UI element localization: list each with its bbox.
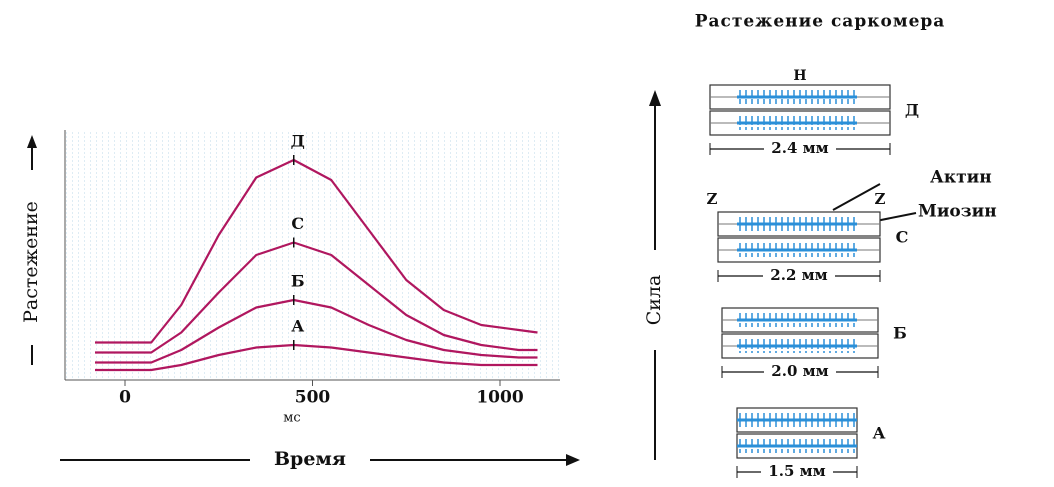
z-label: Z: [707, 190, 718, 208]
dimension-bg: [761, 463, 833, 481]
pointer: [832, 183, 881, 211]
force-label: Сила: [643, 275, 665, 326]
curve: [95, 158, 538, 344]
sarcomere-length: 1.5 мм: [768, 462, 825, 480]
x-unit: мс: [283, 411, 300, 426]
dimension-bg: [764, 363, 836, 381]
curve-label: А: [291, 317, 304, 336]
sarcomere-label: А: [872, 424, 885, 443]
y-label: Растежение: [20, 201, 42, 323]
sarcomere-label: С: [896, 228, 909, 247]
sarcomere-length: 2.4 мм: [771, 139, 828, 157]
arrowhead: [27, 135, 37, 148]
sarcomere-length: 2.0 мм: [771, 362, 828, 380]
plot-background: [65, 130, 560, 380]
x-tick-label: 1000: [476, 388, 523, 408]
x-label: Время: [274, 448, 346, 470]
dimension-bg: [763, 267, 835, 285]
curve-label: Д: [291, 132, 305, 151]
curve: [95, 343, 538, 372]
sarcomere-length: 2.2 мм: [770, 266, 827, 284]
sarcomere-label: Д: [905, 101, 919, 120]
diagram-title: Растежение саркомера: [695, 12, 946, 32]
curve-label: С: [291, 214, 304, 233]
x-tick-label: 0: [119, 388, 131, 408]
h-label: H: [793, 68, 806, 84]
z-label: Z: [875, 190, 886, 208]
curve-label: Б: [291, 272, 305, 291]
arrowhead: [566, 454, 580, 466]
myosin-label: Миозин: [918, 202, 997, 222]
sarcomere-label: Б: [893, 324, 907, 343]
actin-label: Актин: [930, 168, 992, 188]
x-tick-label: 500: [295, 388, 331, 408]
arrowhead: [649, 90, 661, 106]
dimension-bg: [764, 140, 836, 158]
curve: [95, 241, 538, 354]
curve: [95, 298, 538, 364]
